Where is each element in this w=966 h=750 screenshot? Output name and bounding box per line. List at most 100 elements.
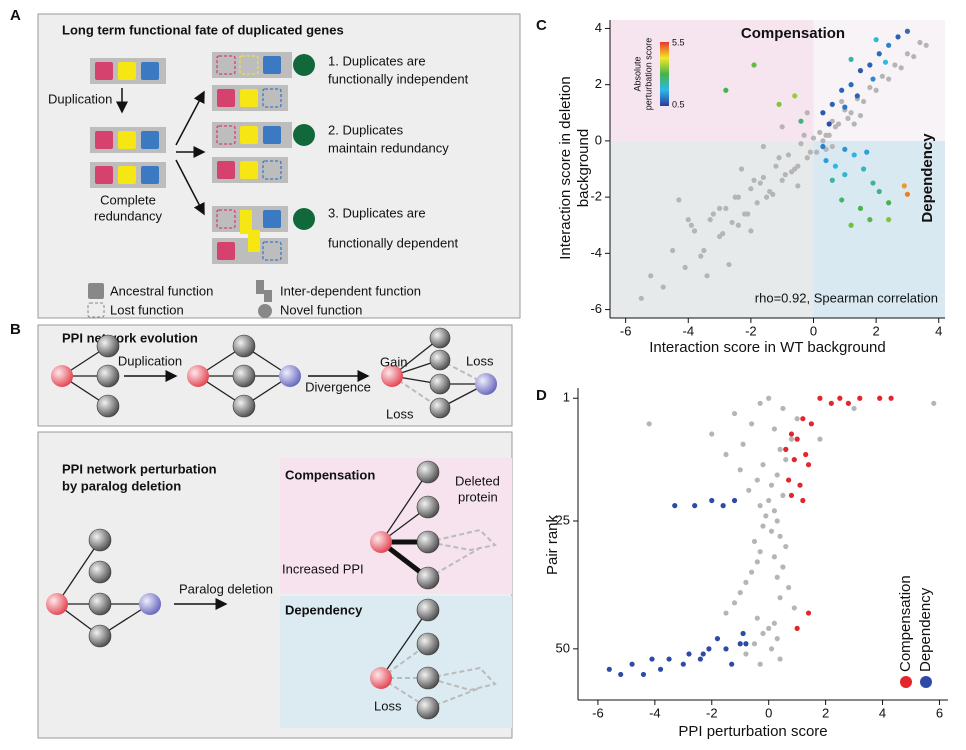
node	[279, 365, 301, 387]
point	[804, 155, 810, 161]
label: functionally independent	[328, 71, 469, 86]
point	[776, 101, 782, 107]
point	[777, 446, 783, 452]
point	[867, 217, 873, 223]
node	[429, 349, 451, 371]
node	[258, 304, 272, 318]
point	[867, 62, 873, 68]
point	[768, 482, 775, 488]
point	[760, 523, 766, 529]
point	[740, 630, 746, 637]
point	[820, 138, 826, 144]
point	[763, 194, 770, 200]
node	[96, 394, 120, 418]
point	[803, 451, 809, 458]
label: Novel function	[280, 302, 362, 317]
point	[691, 228, 698, 234]
label: PPI network perturbation	[62, 461, 217, 476]
point	[676, 197, 682, 203]
point	[792, 93, 798, 99]
point	[731, 410, 738, 417]
shape	[216, 55, 236, 75]
point	[780, 405, 786, 412]
point	[646, 421, 652, 427]
point	[842, 172, 848, 178]
point	[777, 595, 783, 601]
point	[746, 487, 752, 493]
point	[737, 589, 743, 596]
point	[618, 671, 624, 678]
point	[731, 600, 738, 606]
point	[783, 457, 789, 463]
point	[886, 76, 892, 82]
point	[748, 228, 754, 234]
point	[904, 191, 911, 197]
label: Lost function	[110, 302, 184, 317]
point	[688, 222, 695, 228]
point	[873, 87, 879, 93]
x-tick-label: 0	[765, 705, 772, 720]
line	[380, 609, 429, 679]
point	[771, 426, 777, 432]
legend-marker	[920, 676, 932, 688]
legend-label: Dependency	[917, 587, 934, 672]
point	[911, 53, 917, 60]
label: Deleted	[455, 473, 500, 488]
point	[876, 188, 882, 195]
line	[175, 90, 205, 146]
point	[788, 436, 795, 442]
node	[232, 364, 256, 388]
region	[813, 20, 945, 141]
node	[293, 124, 315, 146]
label: Duplication	[48, 91, 112, 106]
node	[416, 598, 440, 622]
point	[638, 295, 644, 301]
node	[416, 530, 440, 554]
point	[743, 579, 749, 585]
y-tick-label: -6	[590, 301, 602, 316]
shape	[240, 161, 258, 179]
point	[873, 37, 879, 43]
label: Dependency	[285, 602, 363, 617]
shape	[95, 131, 113, 149]
label: Ancestral function	[110, 283, 213, 298]
point	[879, 73, 885, 79]
point	[886, 217, 892, 223]
point	[682, 264, 688, 270]
node	[88, 592, 112, 616]
point	[760, 143, 767, 150]
point	[829, 177, 835, 183]
label: Loss	[374, 698, 402, 713]
y-tick-label: 2	[595, 76, 602, 91]
point	[888, 395, 894, 401]
node	[370, 667, 392, 689]
point	[766, 497, 772, 504]
point	[828, 400, 834, 406]
label: 1. Duplicates are	[328, 53, 426, 68]
y-tick-label: 4	[595, 20, 602, 35]
point	[720, 503, 726, 509]
node	[429, 327, 451, 349]
point	[807, 149, 813, 155]
point	[864, 149, 870, 155]
point	[754, 559, 760, 565]
node	[370, 531, 392, 553]
label: C	[536, 17, 547, 34]
point	[709, 431, 715, 437]
shape	[280, 458, 512, 594]
point	[842, 146, 848, 152]
point	[774, 574, 780, 580]
point	[704, 273, 710, 279]
label: Inter-dependent function	[280, 283, 421, 298]
point	[901, 183, 907, 189]
region	[610, 20, 814, 141]
point	[749, 569, 755, 575]
point	[640, 671, 647, 678]
point	[857, 68, 864, 74]
point	[771, 508, 777, 514]
region	[610, 140, 814, 318]
x-tick-label: 6	[936, 705, 943, 720]
point	[777, 656, 783, 662]
label: Long term functional fate of duplicated …	[62, 22, 344, 37]
label: Divergence	[305, 379, 371, 394]
